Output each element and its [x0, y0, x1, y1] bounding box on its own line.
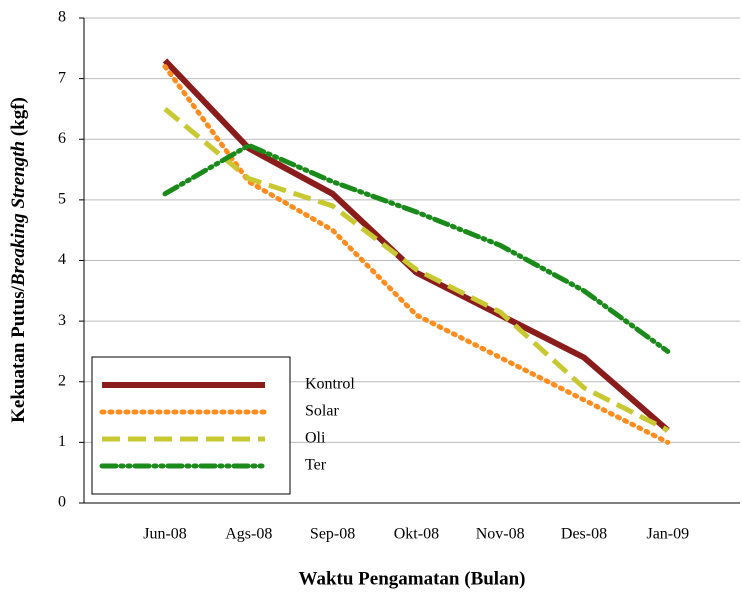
series-line	[162, 142, 671, 354]
x-tick-label: Des-08	[561, 526, 607, 543]
y-tick-label: 7	[58, 69, 66, 86]
x-tick-label: Ags-08	[225, 526, 272, 543]
y-tick-label: 4	[58, 251, 66, 268]
y-tick-label: 1	[58, 433, 66, 450]
legend-label: Solar	[305, 403, 339, 420]
series-line	[162, 58, 670, 433]
x-tick-label: Sep-08	[310, 526, 355, 543]
y-axis-label: Kekuatan Putus/Breaking Strength (kgf)	[8, 97, 29, 423]
y-tick-label: 3	[58, 312, 66, 329]
y-tick-label: 0	[58, 494, 66, 511]
x-axis-label: Waktu Pengamatan (Bulan)	[299, 568, 526, 589]
series-line	[163, 107, 669, 433]
series-line	[162, 64, 671, 445]
x-tick-label: Okt-08	[394, 526, 439, 543]
y-label-part: (kgf)	[8, 97, 29, 141]
y-label-part: Breaking Strength	[8, 141, 29, 287]
x-tick-label: Jun-08	[143, 526, 187, 543]
x-tick-label: Nov-08	[476, 526, 525, 543]
y-tick-label: 5	[58, 191, 66, 208]
y-tick-label: 2	[58, 372, 66, 389]
y-tick-label: 8	[58, 9, 66, 26]
legend-label: Kontrol	[305, 376, 355, 393]
legend-label: Ter	[305, 457, 327, 474]
legend-label: Oli	[305, 430, 326, 447]
y-tick-label: 6	[58, 130, 66, 147]
y-label-part: Kekuatan Putus/	[8, 285, 29, 422]
legend-box	[91, 356, 291, 495]
x-tick-label: Jan-09	[646, 526, 689, 543]
